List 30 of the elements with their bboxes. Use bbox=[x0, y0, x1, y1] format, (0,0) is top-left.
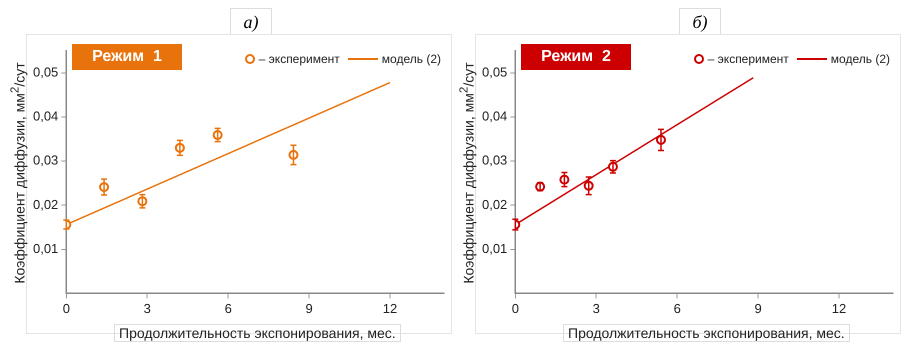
x-tick-label: 6 bbox=[224, 300, 232, 316]
y-tick-label: 0,02 bbox=[482, 196, 508, 212]
annotation: Режим 2 bbox=[521, 44, 631, 70]
legend-label: модель (2) bbox=[830, 52, 890, 66]
x-tick-label: 9 bbox=[305, 300, 313, 316]
x-axis-title: Продолжительность экспонирования, мес. bbox=[563, 324, 850, 342]
y-tick-label: 0,03 bbox=[482, 152, 508, 168]
x-tick-label: 6 bbox=[674, 300, 681, 316]
legend-label: модель (2) bbox=[382, 52, 441, 66]
chart-title: б) bbox=[679, 8, 721, 35]
y-tick-label: 0,04 bbox=[482, 108, 508, 124]
y-tick-label: 0,04 bbox=[32, 108, 58, 124]
y-tick-label: 0,01 bbox=[32, 240, 58, 256]
legend-label: – эксперимент bbox=[258, 52, 340, 66]
legend-label: – эксперимент bbox=[708, 52, 789, 66]
x-tick-label: 3 bbox=[592, 300, 600, 316]
x-tick-label: 0 bbox=[62, 300, 70, 316]
y-tick-label: 0,02 bbox=[32, 196, 58, 212]
annotation: Режим 1 bbox=[72, 44, 182, 70]
y-tick-label: 0,01 bbox=[482, 240, 508, 256]
y-tick-label: 0,03 bbox=[32, 152, 58, 168]
y-tick-label: 0,05 bbox=[482, 64, 508, 80]
x-tick-label: 12 bbox=[832, 300, 846, 316]
chart-title: а) bbox=[230, 8, 272, 35]
x-tick-label: 12 bbox=[382, 300, 398, 316]
x-tick-label: 0 bbox=[512, 300, 519, 316]
x-axis-title: Продолжительность экспонирования, мес. bbox=[114, 324, 401, 342]
x-tick-label: 3 bbox=[144, 300, 151, 316]
x-tick-label: 9 bbox=[754, 300, 762, 316]
y-tick-label: 0,05 bbox=[32, 64, 58, 80]
